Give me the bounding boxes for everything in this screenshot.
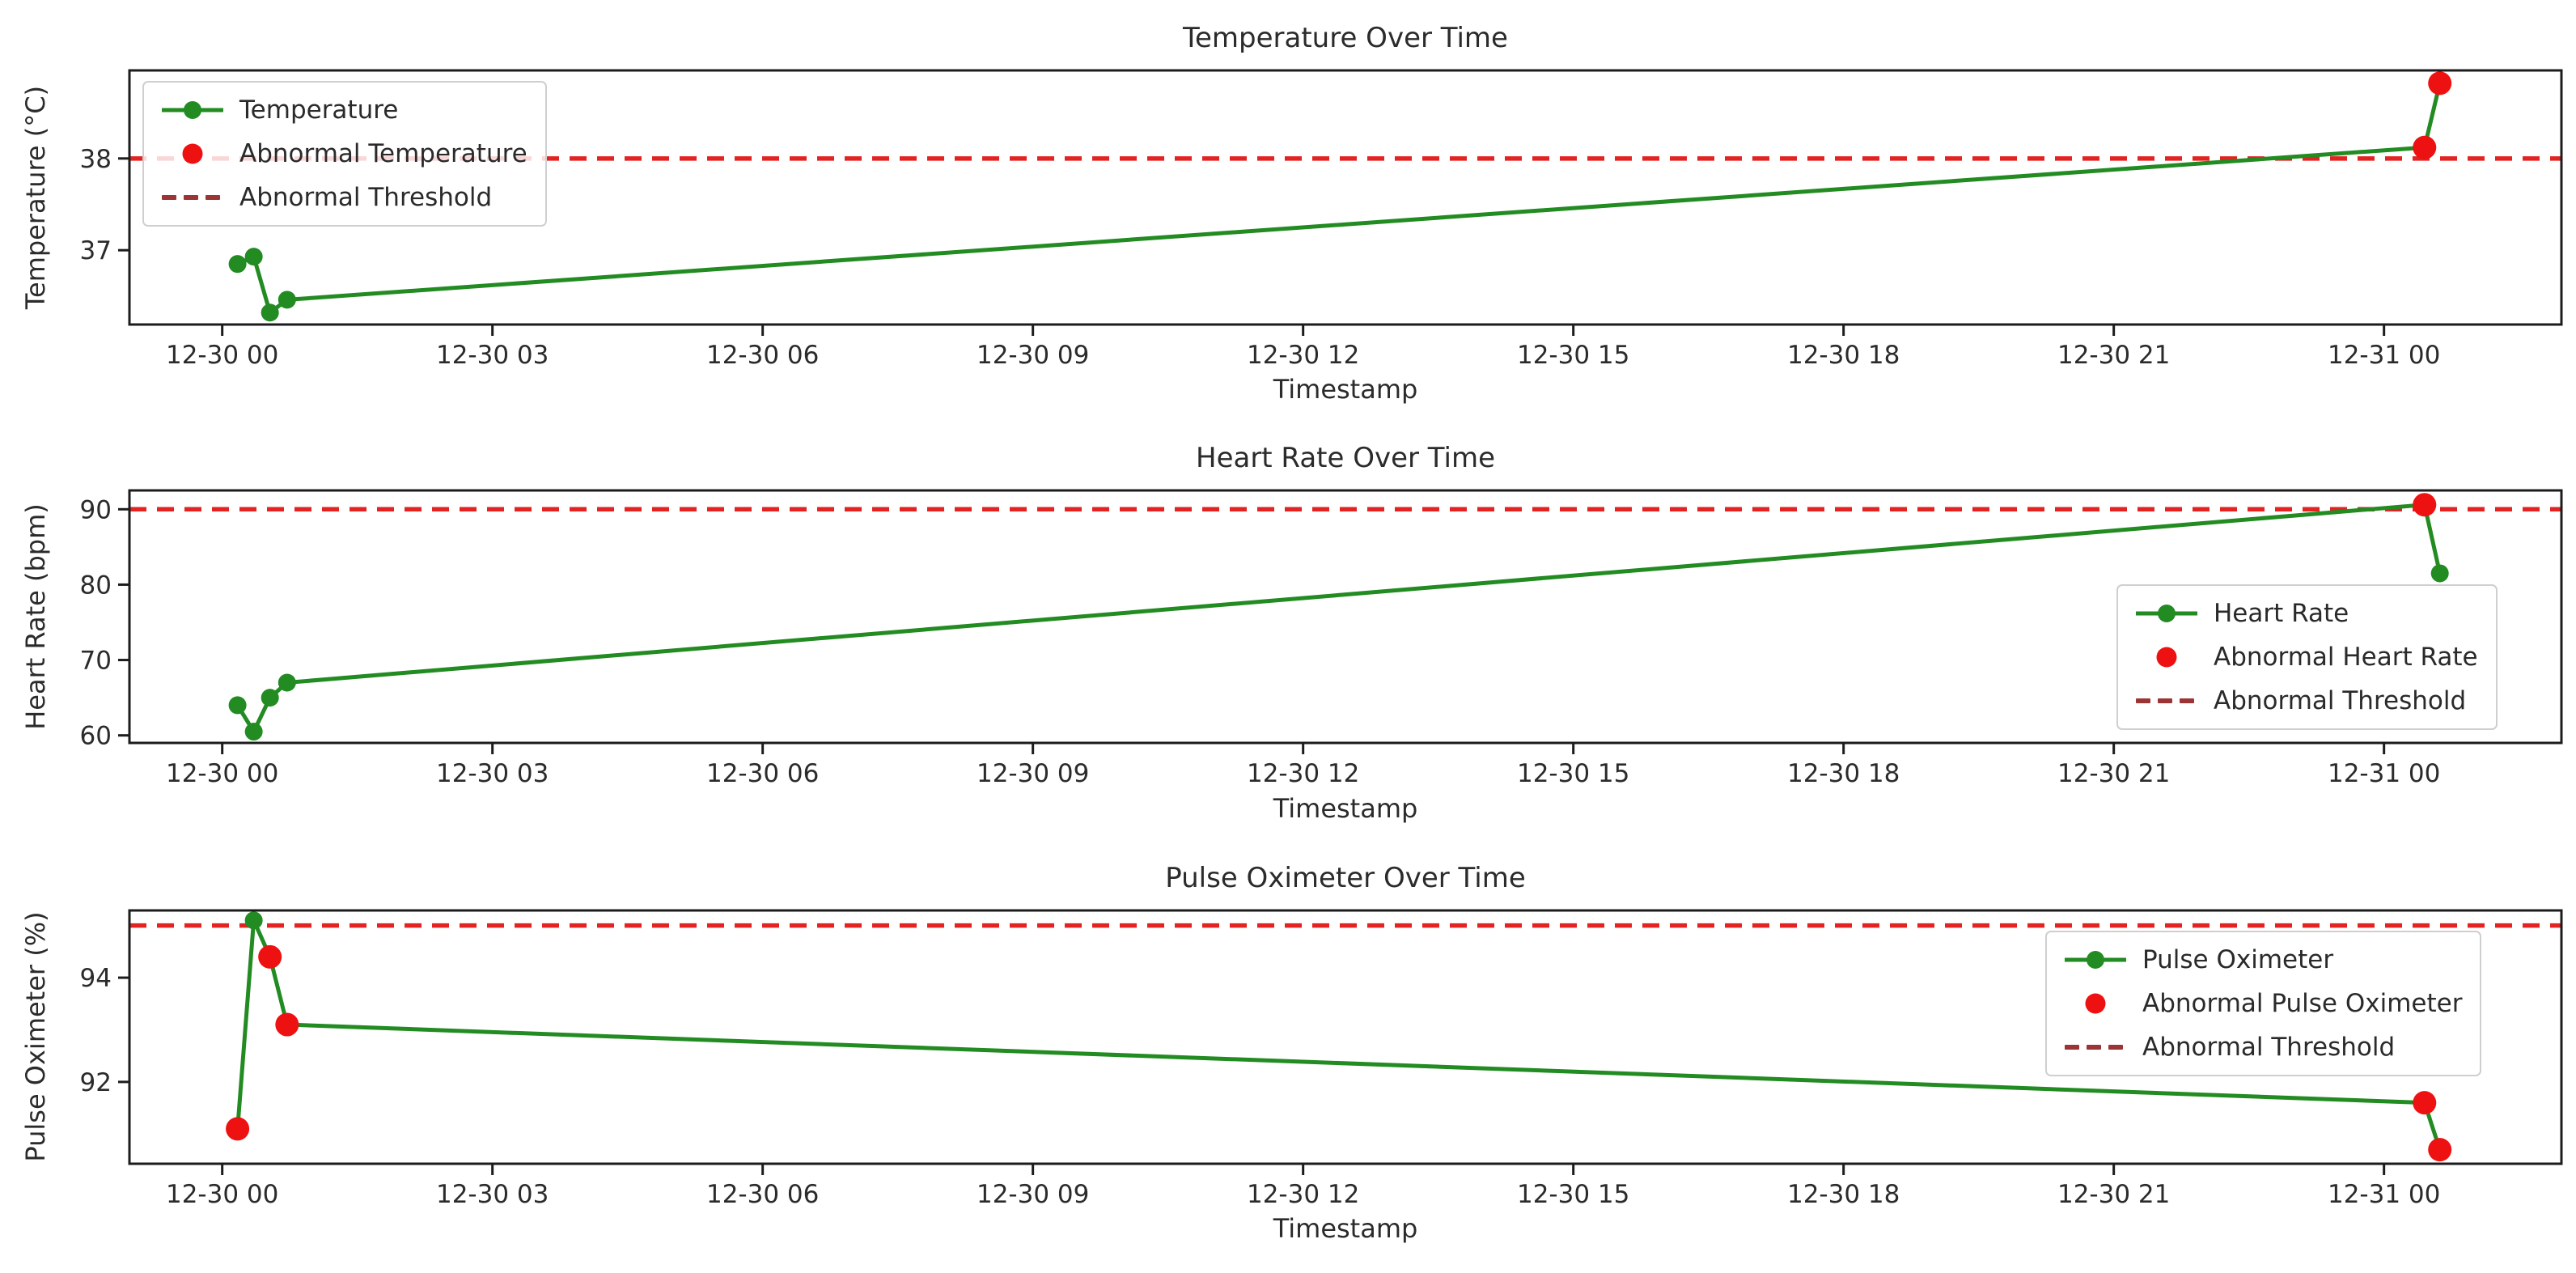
x-tick-label: 12-30 06 bbox=[706, 341, 819, 370]
x-tick-label: 12-30 12 bbox=[1247, 341, 1359, 370]
x-tick-label: 12-30 21 bbox=[2057, 1180, 2170, 1209]
legend-pulse-oximeter: Pulse Oximeter Abnormal Pulse Oximeter A… bbox=[2045, 931, 2482, 1076]
y-tick-label: 94 bbox=[80, 964, 112, 993]
abnormal-point bbox=[2428, 1138, 2452, 1162]
x-tick-label: 12-30 03 bbox=[436, 341, 549, 370]
legend-label: Abnormal Heart Rate bbox=[2214, 643, 2478, 672]
data-point bbox=[244, 248, 263, 266]
threshold-dash-marker-icon bbox=[2065, 1031, 2126, 1063]
legend-item-abnormal-heart-rate: Abnormal Heart Rate bbox=[2136, 641, 2478, 673]
legend-label: Abnormal Pulse Oximeter bbox=[2142, 989, 2463, 1018]
x-tick-label: 12-30 18 bbox=[1787, 341, 1900, 370]
x-tick-label: 12-30 00 bbox=[166, 759, 278, 788]
y-tick-label: 92 bbox=[80, 1068, 112, 1097]
threshold-dash-marker-icon bbox=[162, 181, 223, 214]
x-tick-label: 12-30 00 bbox=[166, 1180, 278, 1209]
abnormal-dot-marker-icon bbox=[2136, 641, 2197, 673]
data-point bbox=[228, 255, 247, 274]
abnormal-point bbox=[2413, 135, 2437, 159]
legend-item-abnormal-threshold: Abnormal Threshold bbox=[162, 181, 527, 214]
y-axis-label-text: Heart Rate (bpm) bbox=[20, 503, 51, 730]
x-tick-label: 12-30 18 bbox=[1787, 759, 1900, 788]
y-axis-label-text: Temperature (°C) bbox=[20, 85, 51, 310]
data-point bbox=[2430, 564, 2449, 583]
legend-item-pulse-oximeter: Pulse Oximeter bbox=[2065, 944, 2462, 976]
data-point bbox=[261, 303, 279, 322]
abnormal-dot-marker-icon bbox=[2065, 987, 2126, 1020]
data-point bbox=[261, 689, 279, 707]
x-tick-label: 12-30 18 bbox=[1787, 1180, 1900, 1209]
abnormal-point bbox=[2413, 1091, 2437, 1115]
x-tick-label: 12-30 06 bbox=[706, 1180, 819, 1209]
x-axis-label-temperature: Timestamp bbox=[1273, 374, 1418, 405]
x-tick-label: 12-31 00 bbox=[2328, 759, 2440, 788]
x-tick-label: 12-30 15 bbox=[1517, 1180, 1629, 1209]
data-point bbox=[278, 291, 296, 309]
legend-label: Pulse Oximeter bbox=[2142, 945, 2334, 974]
legend-label: Abnormal Threshold bbox=[2142, 1033, 2396, 1062]
legend-item-temperature: Temperature bbox=[162, 94, 527, 126]
x-axis-label-heart-rate: Timestamp bbox=[1273, 793, 1418, 824]
legend-heart-rate: Heart Rate Abnormal Heart Rate Abnormal … bbox=[2116, 584, 2498, 730]
data-point bbox=[278, 673, 296, 692]
y-tick-label: 60 bbox=[80, 722, 112, 751]
legend-item-heart-rate: Heart Rate bbox=[2136, 597, 2478, 630]
threshold-dash-marker-icon bbox=[2136, 685, 2197, 717]
abnormal-dot-marker-icon bbox=[162, 138, 223, 170]
data-point bbox=[244, 911, 263, 930]
legend-label: Abnormal Threshold bbox=[239, 183, 493, 212]
y-tick-label: 38 bbox=[80, 145, 112, 174]
x-tick-label: 12-30 00 bbox=[166, 341, 278, 370]
abnormal-point bbox=[226, 1117, 250, 1141]
x-tick-label: 12-30 21 bbox=[2057, 341, 2170, 370]
x-tick-label: 12-30 21 bbox=[2057, 759, 2170, 788]
abnormal-point bbox=[2428, 71, 2452, 95]
x-tick-label: 12-30 15 bbox=[1517, 341, 1629, 370]
x-tick-label: 12-30 06 bbox=[706, 759, 819, 788]
legend-temperature: Temperature Abnormal Temperature Abnorma… bbox=[142, 81, 547, 227]
chart-title-pulse-oximeter: Pulse Oximeter Over Time bbox=[1165, 862, 1526, 894]
legend-item-abnormal-threshold: Abnormal Threshold bbox=[2065, 1031, 2462, 1063]
chart-title-heart-rate: Heart Rate Over Time bbox=[1196, 442, 1495, 474]
legend-label: Abnormal Temperature bbox=[239, 139, 527, 168]
data-point bbox=[228, 696, 247, 715]
x-tick-label: 12-30 09 bbox=[977, 759, 1089, 788]
legend-label: Abnormal Threshold bbox=[2214, 686, 2467, 715]
x-tick-label: 12-31 00 bbox=[2328, 1180, 2440, 1209]
x-tick-label: 12-30 15 bbox=[1517, 759, 1629, 788]
y-tick-label: 37 bbox=[80, 236, 112, 265]
x-axis-label-pulse-oximeter: Timestamp bbox=[1273, 1213, 1418, 1244]
axes-frame bbox=[128, 489, 2563, 745]
series-line-marker-icon bbox=[162, 94, 223, 126]
y-tick-label: 70 bbox=[80, 647, 112, 676]
abnormal-point bbox=[258, 944, 282, 969]
chart-title-temperature: Temperature Over Time bbox=[1183, 22, 1508, 54]
x-tick-label: 12-31 00 bbox=[2328, 341, 2440, 370]
series-line bbox=[235, 503, 2443, 734]
y-axis-label-text: Pulse Oximeter (%) bbox=[20, 911, 51, 1162]
legend-item-abnormal-pulse-oximeter: Abnormal Pulse Oximeter bbox=[2065, 987, 2462, 1020]
series-line bbox=[236, 83, 2443, 315]
axes-frame bbox=[128, 909, 2563, 1165]
x-tick-label: 12-30 03 bbox=[436, 759, 549, 788]
x-tick-label: 12-30 12 bbox=[1247, 1180, 1359, 1209]
x-tick-label: 12-30 03 bbox=[436, 1180, 549, 1209]
legend-label: Heart Rate bbox=[2214, 599, 2349, 628]
y-tick-label: 80 bbox=[80, 571, 112, 600]
x-tick-label: 12-30 12 bbox=[1247, 759, 1359, 788]
abnormal-point bbox=[2413, 493, 2437, 517]
x-tick-label: 12-30 09 bbox=[977, 341, 1089, 370]
legend-item-abnormal-threshold: Abnormal Threshold bbox=[2136, 685, 2478, 717]
data-point bbox=[244, 723, 263, 741]
abnormal-point bbox=[275, 1012, 299, 1037]
series-line-marker-icon bbox=[2065, 944, 2126, 976]
legend-item-abnormal-temperature: Abnormal Temperature bbox=[162, 138, 527, 170]
axes-frame bbox=[128, 69, 2563, 326]
legend-label: Temperature bbox=[239, 95, 399, 125]
series-line-marker-icon bbox=[2136, 597, 2197, 630]
x-tick-label: 12-30 09 bbox=[977, 1180, 1089, 1209]
y-tick-label: 90 bbox=[80, 495, 112, 524]
